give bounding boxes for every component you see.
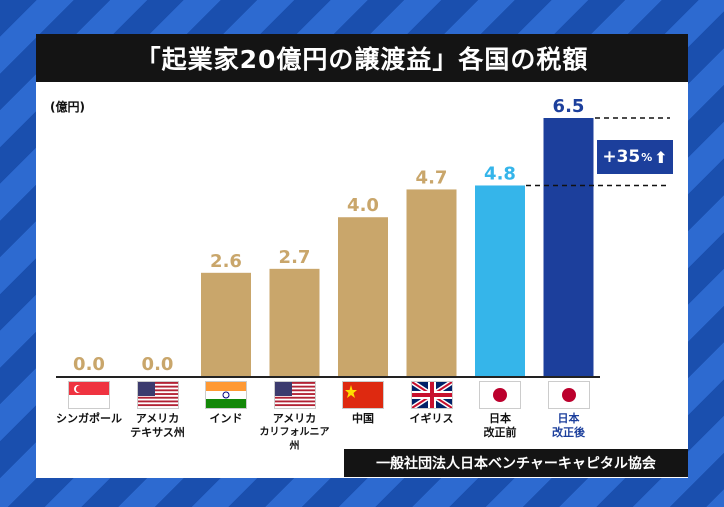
japan-flag-icon <box>547 381 590 409</box>
category-label-line2: カリフォルニア州 <box>259 427 330 452</box>
value-label: 4.8 <box>484 163 516 184</box>
chart-title: 「起業家20億円の譲渡益」各国の税額 <box>36 34 688 82</box>
category-label-line1: アメリカ <box>272 412 317 425</box>
category-label-line1: イギリス <box>409 412 454 425</box>
category-label: アメリカ テキサス州 <box>121 412 195 440</box>
uk-flag-icon <box>410 381 453 409</box>
category-label: インド <box>189 412 263 426</box>
value-label: 2.7 <box>279 247 311 268</box>
value-label: 0.0 <box>73 354 105 375</box>
badge-value: +35 <box>602 147 641 167</box>
category-label-line1: シンガポール <box>56 412 122 425</box>
value-label: 0.0 <box>142 354 174 375</box>
y-unit-label: (億円) <box>50 100 85 114</box>
bar <box>269 268 320 376</box>
japan-flag-icon <box>479 381 521 409</box>
bar <box>338 217 388 376</box>
category-label: イギリス <box>395 412 469 426</box>
bar <box>201 272 251 376</box>
value-label: 2.6 <box>210 251 242 272</box>
badge-unit: % <box>641 150 653 164</box>
category-label: シンガポール <box>52 412 126 426</box>
increase-badge: +35% ⬆ <box>597 140 673 174</box>
category-label-line2: 改正前 <box>483 426 517 439</box>
category-label: 日本 改正前 <box>463 412 537 440</box>
usa-flag-icon <box>273 381 316 409</box>
value-label: 4.7 <box>416 167 448 188</box>
value-label: 6.5 <box>553 96 585 117</box>
bar <box>406 189 457 376</box>
category-label-line1: 日本 <box>557 412 580 425</box>
category-label-line1: インド <box>209 412 243 425</box>
category-label-line1: 中国 <box>352 412 374 425</box>
usa-flag-icon <box>136 381 179 409</box>
value-label: 4.0 <box>347 195 379 216</box>
category-label-line1: アメリカ <box>135 412 180 425</box>
singapore-flag-icon <box>68 381 110 409</box>
up-arrow-icon: ⬆ <box>654 147 668 167</box>
category-label: 中国 <box>326 412 400 426</box>
category-label-line2: 改正後 <box>552 426 585 439</box>
category-label-line1: 日本 <box>489 412 511 425</box>
china-flag-icon <box>342 381 384 409</box>
source-label: 一般社団法人日本ベンチャーキャピタル協会 <box>344 449 688 477</box>
category-label: 日本 改正後 <box>532 412 606 440</box>
bar <box>543 118 594 376</box>
india-flag-icon <box>205 381 247 409</box>
category-label: アメリカカリフォルニア州 <box>258 412 332 454</box>
category-label-line2: テキサス州 <box>130 426 185 439</box>
bar <box>475 185 525 376</box>
